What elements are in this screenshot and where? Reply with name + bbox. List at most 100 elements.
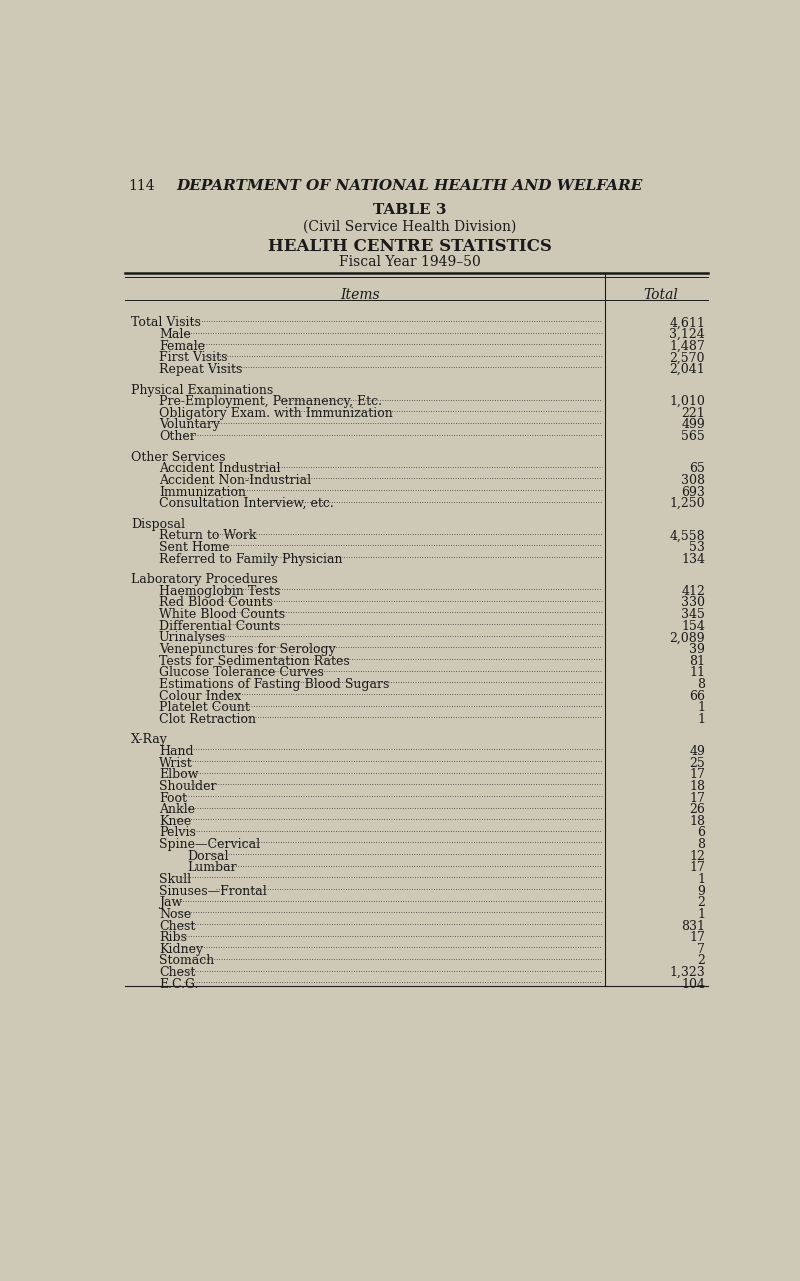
Text: 8: 8	[697, 678, 705, 690]
Text: 25: 25	[690, 757, 705, 770]
Text: First Visits: First Visits	[159, 351, 227, 364]
Text: 1,010: 1,010	[670, 395, 705, 409]
Text: 26: 26	[690, 803, 705, 816]
Text: 221: 221	[682, 407, 705, 420]
Text: Pre-Employment, Permanency, Etc.: Pre-Employment, Permanency, Etc.	[159, 395, 382, 409]
Text: 114: 114	[128, 179, 154, 193]
Text: Ankle: Ankle	[159, 803, 195, 816]
Text: Dorsal: Dorsal	[187, 849, 228, 862]
Text: 17: 17	[690, 792, 705, 804]
Text: Obligatory Exam. with Immunization: Obligatory Exam. with Immunization	[159, 407, 393, 420]
Text: 17: 17	[690, 769, 705, 781]
Text: 3,124: 3,124	[670, 328, 705, 341]
Text: Consultation Interview, etc.: Consultation Interview, etc.	[159, 497, 334, 510]
Text: X-Ray: X-Ray	[131, 733, 168, 747]
Text: Accident Non-Industrial: Accident Non-Industrial	[159, 474, 311, 487]
Text: Lumbar: Lumbar	[187, 861, 237, 875]
Text: 65: 65	[690, 462, 705, 475]
Text: 1: 1	[697, 908, 705, 921]
Text: 1,487: 1,487	[670, 339, 705, 352]
Text: 49: 49	[690, 746, 705, 758]
Text: Skull: Skull	[159, 872, 191, 886]
Text: Other Services: Other Services	[131, 451, 226, 464]
Text: Fiscal Year 1949–50: Fiscal Year 1949–50	[339, 255, 481, 269]
Text: 1,323: 1,323	[670, 966, 705, 979]
Text: Kidney: Kidney	[159, 943, 203, 956]
Text: Estimations of Fasting Blood Sugars: Estimations of Fasting Blood Sugars	[159, 678, 390, 690]
Text: Stomach: Stomach	[159, 954, 214, 967]
Text: Hand: Hand	[159, 746, 194, 758]
Text: Accident Industrial: Accident Industrial	[159, 462, 280, 475]
Text: Immunization: Immunization	[159, 485, 246, 498]
Text: 330: 330	[681, 597, 705, 610]
Text: Ribs: Ribs	[159, 931, 187, 944]
Text: TABLE 3: TABLE 3	[374, 204, 446, 216]
Text: Platelet Count: Platelet Count	[159, 701, 250, 714]
Text: 7: 7	[698, 943, 705, 956]
Text: Red Blood Counts: Red Blood Counts	[159, 597, 273, 610]
Text: Pelvis: Pelvis	[159, 826, 196, 839]
Text: 831: 831	[681, 920, 705, 933]
Text: (Civil Service Health Division): (Civil Service Health Division)	[303, 220, 517, 234]
Text: 1: 1	[697, 701, 705, 714]
Text: Knee: Knee	[159, 815, 191, 828]
Text: Tests for Sedimentation Rates: Tests for Sedimentation Rates	[159, 655, 350, 667]
Text: 412: 412	[682, 584, 705, 598]
Text: E.C.G.: E.C.G.	[159, 977, 198, 990]
Text: 17: 17	[690, 931, 705, 944]
Text: Clot Retraction: Clot Retraction	[159, 712, 256, 726]
Text: Disposal: Disposal	[131, 518, 185, 530]
Text: 345: 345	[682, 608, 705, 621]
Text: Other: Other	[159, 430, 196, 443]
Text: Referred to Family Physician: Referred to Family Physician	[159, 552, 342, 566]
Text: Male: Male	[159, 328, 190, 341]
Text: Physical Examinations: Physical Examinations	[131, 383, 274, 397]
Text: 66: 66	[689, 689, 705, 702]
Text: 17: 17	[690, 861, 705, 875]
Text: Colour Index: Colour Index	[159, 689, 241, 702]
Text: 11: 11	[689, 666, 705, 679]
Text: Nose: Nose	[159, 908, 191, 921]
Text: Spine—Cervical: Spine—Cervical	[159, 838, 260, 851]
Text: Chest: Chest	[159, 920, 195, 933]
Text: 2: 2	[698, 897, 705, 910]
Text: 1: 1	[697, 712, 705, 726]
Text: 81: 81	[689, 655, 705, 667]
Text: Wrist: Wrist	[159, 757, 193, 770]
Text: 2,041: 2,041	[670, 363, 705, 377]
Text: 308: 308	[681, 474, 705, 487]
Text: HEALTH CENTRE STATISTICS: HEALTH CENTRE STATISTICS	[268, 237, 552, 255]
Text: Laboratory Procedures: Laboratory Procedures	[131, 573, 278, 587]
Text: 4,558: 4,558	[670, 529, 705, 542]
Text: Sent Home: Sent Home	[159, 541, 230, 553]
Text: 4,611: 4,611	[670, 316, 705, 329]
Text: 104: 104	[681, 977, 705, 990]
Text: White Blood Counts: White Blood Counts	[159, 608, 285, 621]
Text: Haemoglobin Tests: Haemoglobin Tests	[159, 584, 280, 598]
Text: Return to Work: Return to Work	[159, 529, 256, 542]
Text: Sinuses—Frontal: Sinuses—Frontal	[159, 885, 266, 898]
Text: 565: 565	[682, 430, 705, 443]
Text: Shoulder: Shoulder	[159, 780, 216, 793]
Text: Items: Items	[341, 288, 380, 302]
Text: 1: 1	[697, 872, 705, 886]
Text: 18: 18	[689, 815, 705, 828]
Text: 2,570: 2,570	[670, 351, 705, 364]
Text: Glucose Tolerance Curves: Glucose Tolerance Curves	[159, 666, 324, 679]
Text: Total Visits: Total Visits	[131, 316, 201, 329]
Text: 53: 53	[690, 541, 705, 553]
Text: 2,089: 2,089	[670, 632, 705, 644]
Text: Chest: Chest	[159, 966, 195, 979]
Text: Voluntary: Voluntary	[159, 419, 220, 432]
Text: 8: 8	[697, 838, 705, 851]
Text: Jaw: Jaw	[159, 897, 182, 910]
Text: Differential Counts: Differential Counts	[159, 620, 280, 633]
Text: 134: 134	[681, 552, 705, 566]
Text: 693: 693	[682, 485, 705, 498]
Text: Urinalyses: Urinalyses	[159, 632, 226, 644]
Text: 499: 499	[682, 419, 705, 432]
Text: 18: 18	[689, 780, 705, 793]
Text: Foot: Foot	[159, 792, 187, 804]
Text: 1,250: 1,250	[670, 497, 705, 510]
Text: 12: 12	[690, 849, 705, 862]
